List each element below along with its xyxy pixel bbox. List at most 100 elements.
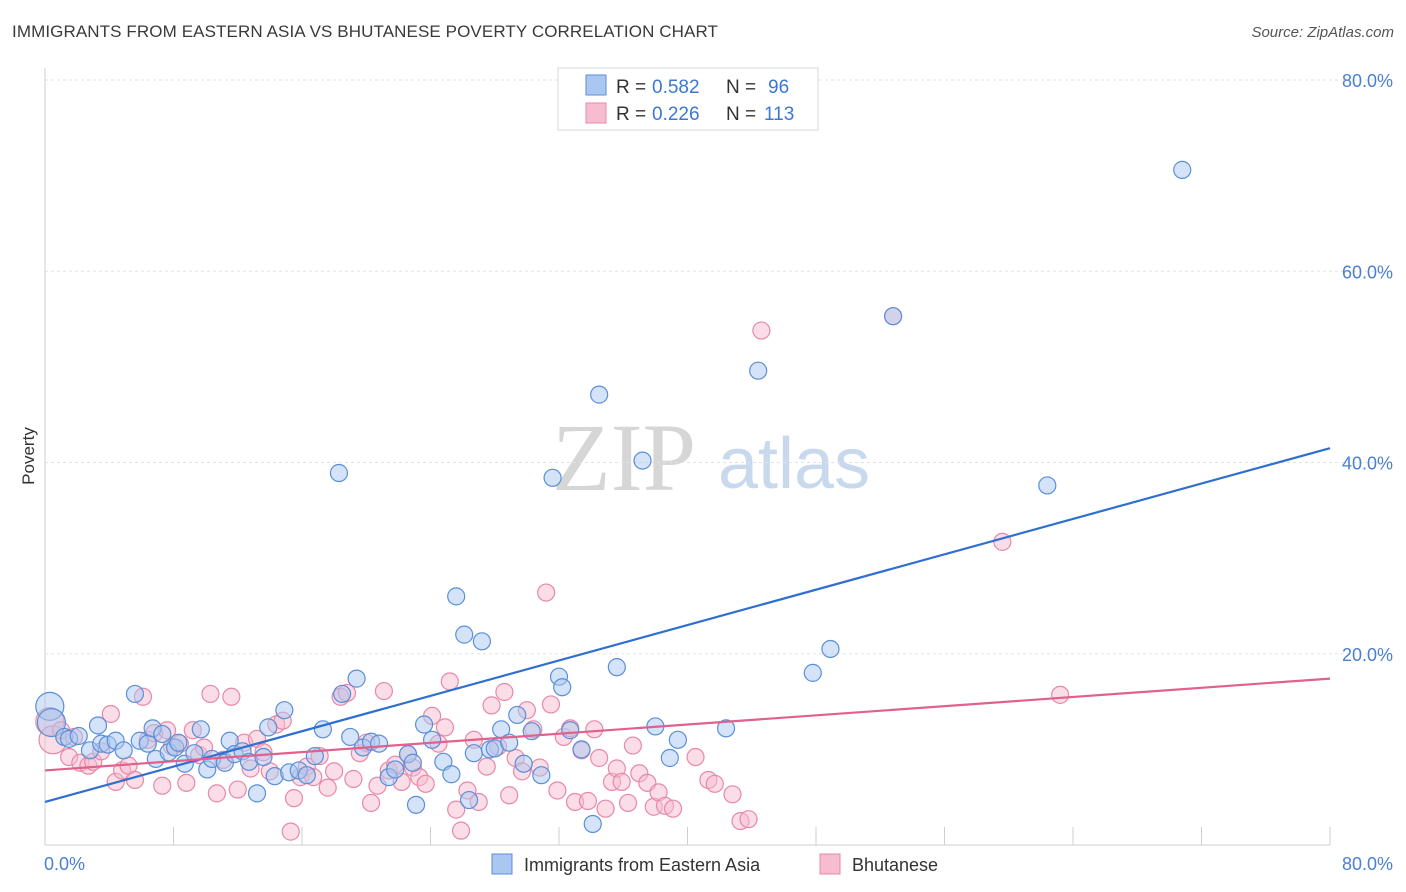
legend-r-label-2: R = [616,104,646,125]
chart-title: IMMIGRANTS FROM EASTERN ASIA VS BHUTANES… [12,22,719,41]
eastern-asia-point [472,632,491,651]
x-tick-label: 0.0% [44,854,85,874]
y-tick-label: 80.0% [1342,71,1393,91]
eastern-asia-point [532,766,551,785]
eastern-asia-point [297,766,316,785]
bhutanese-point [177,773,196,792]
series-legend-swatch-blue [491,853,513,875]
bhutanese-point [612,772,631,791]
eastern-asia-point [423,730,442,749]
series-legend-swatch-pink [819,853,841,875]
y-tick-labels: 20.0% 40.0% 60.0% 80.0% [1342,71,1393,665]
bhutanese-point [618,793,638,813]
eastern-asia-point [447,587,466,606]
bhutanese-point [201,684,220,704]
eastern-asia-point [88,716,108,735]
bhutanese-point [344,769,363,789]
legend-n-value-2: 113 [764,104,794,125]
trend-lines [44,447,1331,804]
legend-r-value-1: 0.582 [652,77,700,98]
legend-n-label-2: N = [726,104,756,125]
watermark-atlas: atlas [718,424,870,504]
bhutanese-point [623,736,642,755]
stats-legend: R = 0.582 N = 96 R = 0.226 N = 113 [557,67,819,131]
eastern-asia-point [138,734,157,753]
bhutanese-point [585,720,604,739]
eastern-asia-point [553,678,572,697]
bhutanese-point [686,747,705,767]
eastern-asia-point [406,795,426,814]
legend-r-value-2: 0.226 [652,104,700,125]
bhutanese-point [705,774,724,793]
legend-n-label-1: N = [726,77,756,98]
eastern-asia-point [169,733,188,752]
eastern-asia-point [583,814,602,834]
y-tick-label: 60.0% [1342,262,1393,282]
bhutanese-point [663,799,683,818]
eastern-asia-point [590,385,609,404]
eastern-asia-point [464,744,483,763]
eastern-asia-point [716,719,736,738]
eastern-asia-point [329,463,349,483]
bhutanese-point [548,781,567,800]
eastern-asia-point [333,684,352,704]
eastern-asia-point [370,734,389,753]
bhutanese-point [281,822,300,841]
eastern-asia-point [883,307,903,326]
bhutanese-point [435,718,455,737]
series-legend: Immigrants from Eastern Asia Bhutanese [491,853,938,875]
eastern-asia-point [442,765,461,784]
bhutanese-point [284,789,304,808]
legend-swatch-blue [585,74,607,96]
bhutanese-point [590,748,609,768]
eastern-asia-point [191,720,210,739]
bhutanese-point [537,583,556,602]
eastern-asia-point [247,784,267,803]
bhutanese-point [723,785,742,804]
bhutanese-point [739,810,758,829]
bhutanese-point [416,774,435,793]
bhutanese-point [451,821,471,840]
bhutanese-point [752,321,771,340]
series-legend-label-bhutanese: Bhutanese [852,855,938,875]
bhutanese-point [228,780,247,799]
series-legend-label-eastern-asia: Immigrants from Eastern Asia [524,855,761,875]
eastern-asia-point [275,701,294,720]
eastern-asia-point [153,724,172,744]
eastern-asia-points [35,160,1192,834]
eastern-asia-point [561,721,580,740]
bhutanese-point [477,757,496,776]
eastern-asia-trend-line [44,447,1331,804]
eastern-asia-point [607,658,626,677]
legend-r-label-1: R = [616,77,646,98]
eastern-asia-point [749,361,768,380]
eastern-asia-point [341,727,360,747]
eastern-asia-point [668,730,687,749]
grid [45,79,1392,655]
x-tick-labels: 0.0% 80.0% [44,854,1393,874]
watermark-zip: ZIP [552,404,696,511]
eastern-asia-point [633,451,652,470]
eastern-asia-point [386,760,405,779]
bhutanese-point [596,799,615,818]
bhutanese-point [440,672,459,691]
eastern-asia-point [259,718,278,737]
bhutanese-point [578,791,598,811]
bhutanese-point [374,681,394,701]
bhutanese-point [541,695,561,714]
eastern-asia-point [514,754,533,773]
bhutanese-point [153,776,172,795]
bhutanese-point [101,704,120,724]
legend-n-value-1: 96 [768,77,789,98]
eastern-asia-point [403,753,422,772]
eastern-asia-point [1038,476,1057,495]
y-axis-label: Poverty [19,427,38,485]
eastern-asia-point [803,663,822,682]
eastern-asia-point [572,740,591,759]
source-credit: Source: ZipAtlas.com [1251,24,1394,41]
bhutanese-point [1051,685,1070,704]
y-tick-label: 20.0% [1342,645,1393,665]
eastern-asia-point [125,684,145,704]
eastern-asia-point [69,726,88,746]
